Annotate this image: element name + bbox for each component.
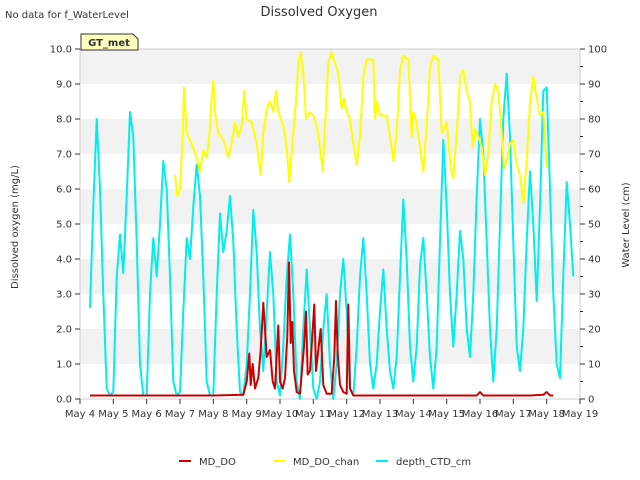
right-axis-ticks: 0 10 20 30 40 50 60 70 80 90 100 — [580, 45, 607, 406]
x-tick-label: May 14 — [395, 409, 432, 420]
y2-tick-label: 50 — [588, 220, 601, 231]
chart-title: Dissolved Oxygen — [261, 5, 378, 20]
x-tick-label: May 11 — [295, 409, 332, 420]
x-axis-ticks: May 4 May 5 May 6 May 7 May 8 May 9 May 10May … — [65, 399, 598, 420]
series-layer — [89, 51, 575, 400]
badge-label: GT_met — [88, 38, 130, 49]
y2-tick-label: 80 — [588, 115, 601, 126]
y-tick-label: 6.0 — [56, 185, 72, 196]
x-tick-label: May 7 — [165, 409, 195, 420]
y2-tick-label: 40 — [588, 255, 601, 266]
x-tick-label: May 19 — [562, 409, 599, 420]
no-data-notice: No data for f_WaterLevel — [5, 10, 129, 21]
y-axis-label: Dissolved oxygen (mg/L) — [10, 165, 21, 289]
y2-tick-label: 30 — [588, 290, 601, 301]
y-tick-label: 3.0 — [56, 290, 72, 301]
x-tick-label: May 8 — [198, 409, 228, 420]
y-tick-label: 7.0 — [56, 150, 72, 161]
y-tick-label: 9.0 — [56, 80, 72, 91]
y2-tick-label: 10 — [588, 360, 601, 371]
x-tick-label: May 17 — [495, 409, 532, 420]
grid-band — [80, 154, 580, 189]
y2-tick-label: 100 — [588, 45, 607, 56]
x-tick-label: May 15 — [428, 409, 465, 420]
left-axis-ticks: 0.0 1.0 2.0 3.0 4.0 5.0 6.0 7.0 8.0 9.0 10.0 — [50, 45, 80, 406]
x-tick-label: May 16 — [462, 409, 499, 420]
y-tick-label: 2.0 — [56, 325, 72, 336]
legend-label-md-do: MD_DO — [199, 457, 236, 468]
badge-shape — [80, 33, 139, 51]
y2-tick-label: 60 — [588, 185, 601, 196]
grid-band — [80, 294, 580, 329]
x-tick-label: May 6 — [132, 409, 162, 420]
x-tick-label: May 10 — [262, 409, 299, 420]
x-tick-label: May 12 — [328, 409, 365, 420]
grid-band — [80, 189, 580, 224]
y-tick-label: 0.0 — [56, 395, 72, 406]
x-tick-label: May 4 — [65, 409, 95, 420]
y2-tick-label: 70 — [588, 150, 601, 161]
y2-tick-label: 20 — [588, 325, 601, 336]
grid-band — [80, 49, 580, 84]
gt-met-badge: GT_met — [80, 33, 139, 51]
x-tick-label: May 5 — [98, 409, 128, 420]
series-line-md-do — [90, 261, 554, 397]
series-line-md-do-chan — [174, 51, 548, 204]
x-tick-label: May 13 — [362, 409, 399, 420]
y-tick-label: 8.0 — [56, 115, 72, 126]
legend: MD_DO MD_DO_chan depth_CTD_cm — [179, 457, 471, 468]
y-tick-label: 4.0 — [56, 255, 72, 266]
y2-tick-label: 0 — [588, 395, 594, 406]
x-tick-label: May 18 — [528, 409, 565, 420]
grid-band — [80, 224, 580, 259]
y2-axis-label: Water Level (cm) — [621, 182, 632, 267]
x-tick-label: May 9 — [232, 409, 262, 420]
grid-band — [80, 259, 580, 294]
grid-band — [80, 119, 580, 154]
y-tick-label: 1.0 — [56, 360, 72, 371]
y2-tick-label: 90 — [588, 80, 601, 91]
y-tick-label: 5.0 — [56, 220, 72, 231]
y-tick-label: 10.0 — [50, 45, 72, 56]
legend-label-md-do-chan: MD_DO_chan — [293, 457, 359, 468]
legend-label-depth-ctd-cm: depth_CTD_cm — [396, 457, 471, 468]
